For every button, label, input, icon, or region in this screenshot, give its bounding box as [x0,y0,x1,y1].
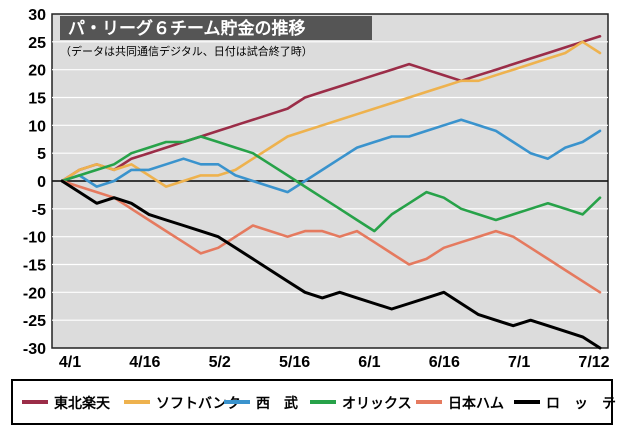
y-tick-label: -25 [23,313,46,330]
y-tick-label: -5 [32,202,46,219]
x-tick-label: 5/16 [279,354,310,371]
x-tick-label: 7/1 [508,354,530,371]
legend: 東北楽天 ソフトバンク西 武 オリックス 日本ハム ロ ッ テ [22,395,616,412]
legend-label-2: 西 武 [256,395,298,412]
y-tick-label: 30 [28,7,46,24]
y-axis-tick-labels: 30 25 20 15 10 5 0 -5 -10 -15 -20 -25 -30 [23,7,46,358]
series-line-1 [60,40,602,188]
series-line-3 [60,135,602,233]
series-line-2 [60,118,602,194]
x-tick-label: 4/1 [59,354,81,371]
y-tick-label: -15 [23,258,46,275]
legend-label-3: オリックス [342,396,412,412]
y-tick-label: -20 [23,285,46,302]
series-lines [60,34,602,350]
chart-subtitle: （データは共同通信デジタル、日付は試合終了時） [60,44,313,58]
legend-label-1: ソフトバンク [156,396,241,412]
legend-label-5: ロ ッ テ [546,396,616,412]
x-axis-tick-labels: 4/1 4/16 5/2 5/16 6/1 6/16 7/1 7/12 [59,354,610,371]
legend-label-0: 東北楽天 [54,395,111,412]
y-tick-label: -30 [23,341,46,358]
legend-box [11,379,613,425]
x-tick-label: 6/1 [358,354,380,371]
x-tick-label: 6/16 [429,354,460,371]
series-line-4 [60,179,602,294]
x-tick-label: 4/16 [129,354,160,371]
y-tick-label: -10 [23,230,46,247]
y-tick-label: 5 [37,146,46,163]
x-tick-label: 7/12 [578,354,609,371]
title-background [60,16,372,40]
y-tick-label: 15 [28,91,46,108]
y-tick-label: 25 [28,35,46,52]
series-line-5 [60,179,602,350]
chart-title: パ・リーグ６チーム貯金の推移 [68,18,306,39]
y-tick-label: 0 [37,174,46,191]
legend-label-4: 日本ハム [448,395,504,412]
y-tick-label: 10 [28,118,46,135]
y-tick-label: 20 [28,63,46,80]
series-line-0 [60,34,602,183]
x-tick-label: 5/2 [209,354,231,371]
title-box: パ・リーグ６チーム貯金の推移 [60,16,372,40]
